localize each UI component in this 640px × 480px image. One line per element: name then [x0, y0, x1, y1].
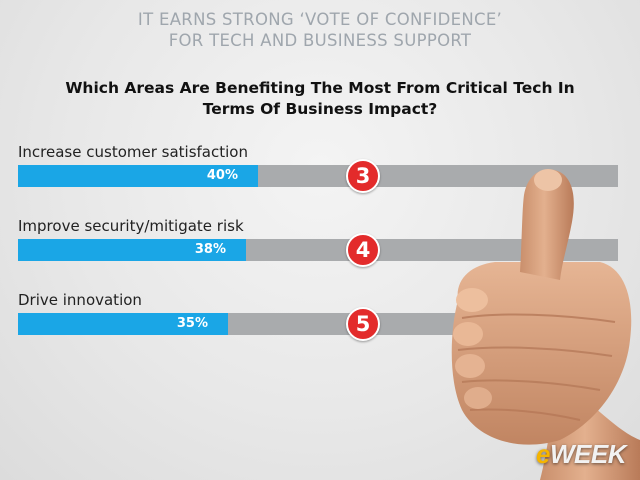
bar-track: 40%	[18, 165, 618, 187]
header-line-2: FOR TECH AND BUSINESS SUPPORT	[168, 31, 472, 50]
bar	[18, 165, 258, 187]
header-line-1: IT EARNS STRONG ‘VOTE OF CONFIDENCE’	[137, 10, 503, 29]
chart-title-line-2: Terms Of Business Impact?	[202, 100, 438, 118]
rank-badge: 3	[346, 159, 380, 193]
bar-value-label: 35%	[176, 316, 208, 331]
rank-badge: 4	[346, 233, 380, 267]
chart-title-line-1: Which Areas Are Benefiting The Most From…	[65, 79, 575, 97]
eweek-logo: eWEEK	[536, 439, 626, 469]
category-label: Increase customer satisfaction	[18, 143, 248, 161]
page-header: IT EARNS STRONG ‘VOTE OF CONFIDENCE’ FOR…	[0, 9, 640, 51]
bar	[18, 239, 246, 261]
bar	[18, 313, 228, 335]
rank-badge: 5	[346, 307, 380, 341]
bar-track: 38%	[18, 239, 618, 261]
bar-value-label: 38%	[194, 242, 226, 257]
bar-value-label: 40%	[206, 168, 238, 183]
category-label: Drive innovation	[18, 291, 142, 309]
category-label: Improve security/mitigate risk	[18, 217, 244, 235]
chart-title: Which Areas Are Benefiting The Most From…	[0, 78, 640, 120]
